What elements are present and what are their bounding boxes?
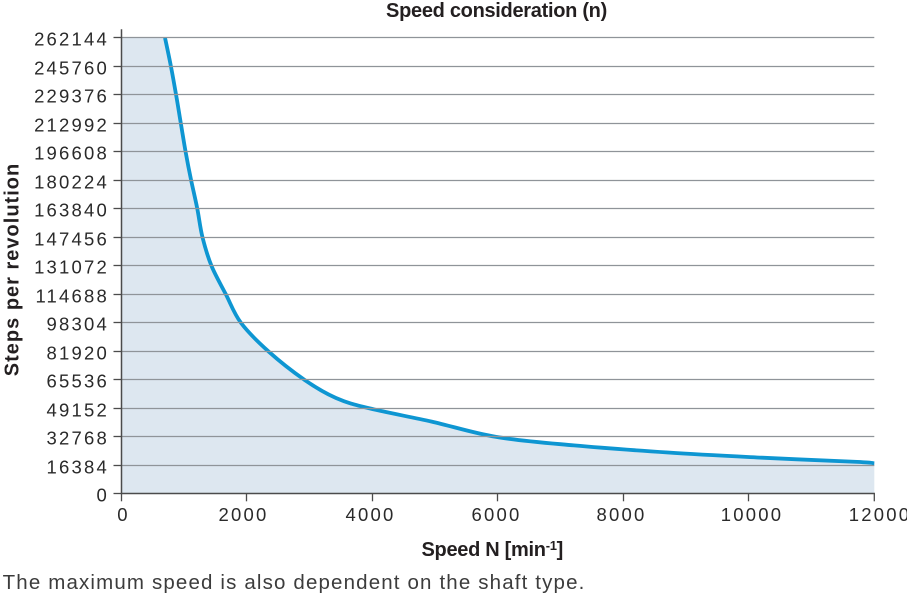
svg-text:65536: 65536 (47, 371, 109, 392)
svg-text:8000: 8000 (597, 504, 647, 525)
svg-text:The maximum speed is also depe: The maximum speed is also dependent on t… (3, 571, 586, 594)
svg-text:114688: 114688 (35, 286, 109, 307)
svg-text:10000: 10000 (721, 504, 783, 525)
svg-text:12000: 12000 (849, 504, 907, 525)
svg-text:Speed N [min-1]: Speed N [min-1] (422, 538, 564, 561)
svg-text:4000: 4000 (346, 504, 396, 525)
svg-text:229376: 229376 (34, 86, 109, 107)
svg-text:196608: 196608 (34, 143, 109, 164)
svg-text:2000: 2000 (219, 504, 269, 525)
svg-text:16384: 16384 (47, 457, 109, 478)
svg-text:212992: 212992 (34, 115, 109, 136)
svg-text:81920: 81920 (47, 343, 109, 364)
svg-text:6000: 6000 (472, 504, 522, 525)
svg-text:0: 0 (97, 485, 110, 506)
svg-text:245760: 245760 (34, 58, 109, 79)
svg-text:Speed consideration (n): Speed consideration (n) (386, 0, 607, 22)
svg-text:180224: 180224 (34, 172, 109, 193)
svg-text:131072: 131072 (34, 257, 109, 278)
svg-text:262144: 262144 (34, 29, 109, 50)
svg-text:Steps per revolution: Steps per revolution (1, 163, 23, 376)
svg-text:147456: 147456 (34, 229, 109, 250)
svg-text:0: 0 (117, 504, 130, 525)
svg-text:32768: 32768 (47, 428, 109, 449)
svg-text:163840: 163840 (34, 200, 109, 221)
svg-text:98304: 98304 (47, 314, 109, 335)
svg-text:49152: 49152 (47, 400, 109, 421)
